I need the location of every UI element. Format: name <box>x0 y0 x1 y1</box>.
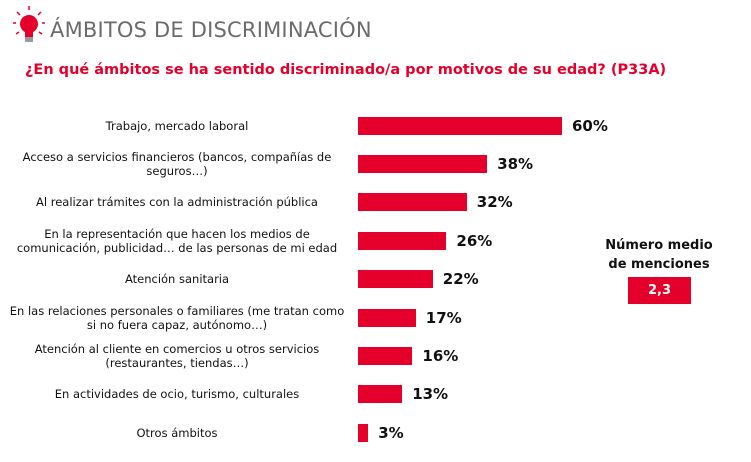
category-label: Acceso a servicios financieros (bancos, … <box>22 150 332 178</box>
category-label: Trabajo, mercado laboral <box>105 119 249 133</box>
bar <box>358 232 447 250</box>
value-label: 22% <box>442 270 479 288</box>
page-title: ÁMBITOS DE DISCRIMINACIÓN <box>50 18 372 42</box>
bar <box>358 309 416 327</box>
lightbulb-icon <box>13 6 45 42</box>
category-label: Atención al cliente en comercios u otros… <box>34 342 320 370</box>
mean-mentions-value: 2,3 <box>628 277 691 304</box>
category-label: En las relaciones personales o familiare… <box>9 304 345 332</box>
bar <box>358 385 403 403</box>
value-label: 13% <box>412 385 449 403</box>
value-label: 60% <box>572 117 608 135</box>
bar <box>358 193 467 211</box>
category-label: En la representación que hacen los medio… <box>16 227 338 255</box>
mean-mentions-label: Número medio de menciones <box>605 238 713 272</box>
category-label: Al realizar trámites con la administraci… <box>36 195 318 209</box>
value-label: 3% <box>378 424 404 442</box>
bar <box>358 424 369 442</box>
bar <box>358 155 488 173</box>
value-label: 26% <box>456 232 493 250</box>
bar <box>358 117 562 135</box>
bar <box>358 270 433 288</box>
category-label: Otros ámbitos <box>136 426 218 440</box>
category-label: En actividades de ocio, turismo, cultura… <box>54 387 300 401</box>
category-label: Atención sanitaria <box>124 272 230 286</box>
value-label: 17% <box>425 309 462 327</box>
value-label: 16% <box>422 347 459 365</box>
bar <box>358 347 413 365</box>
chart-title: ¿En qué ámbitos se ha sentido discrimina… <box>25 62 667 78</box>
value-label: 38% <box>497 155 534 173</box>
value-label: 32% <box>476 193 513 211</box>
